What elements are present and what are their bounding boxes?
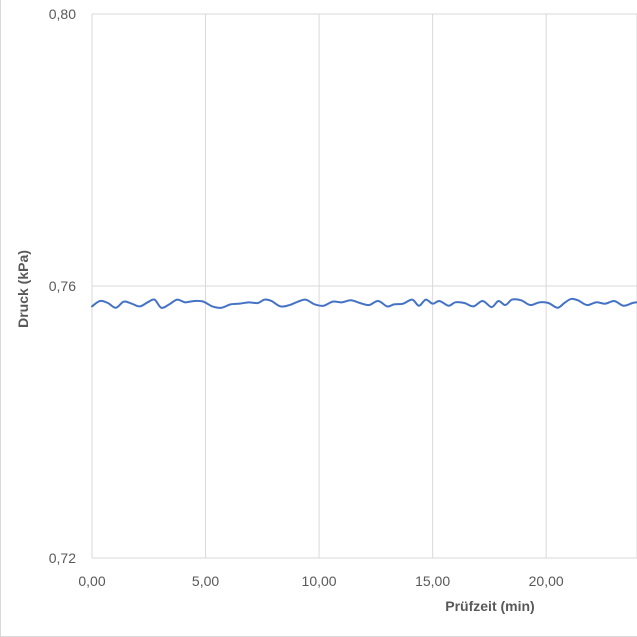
x-tick-label: 20,00 (529, 573, 564, 589)
y-tick-label: 0,76 (49, 278, 76, 294)
x-tick-label: 10,00 (302, 573, 337, 589)
x-axis-title: Prüfzeit (min) (445, 598, 534, 614)
y-tick-label: 0,72 (49, 550, 76, 566)
x-tick-label: 0,00 (78, 573, 105, 589)
tick-labels: 0,72 0,76 0,80 0,00 5,00 10,00 15,00 20,00 (49, 6, 564, 589)
y-axis-title: Druck (kPa) (15, 250, 31, 328)
x-tick-label: 5,00 (192, 573, 219, 589)
y-tick-label: 0,80 (49, 6, 76, 22)
series-line (91, 297, 637, 309)
series-layer (91, 297, 637, 309)
x-tick-label: 15,00 (415, 573, 450, 589)
gridlines (91, 13, 637, 559)
